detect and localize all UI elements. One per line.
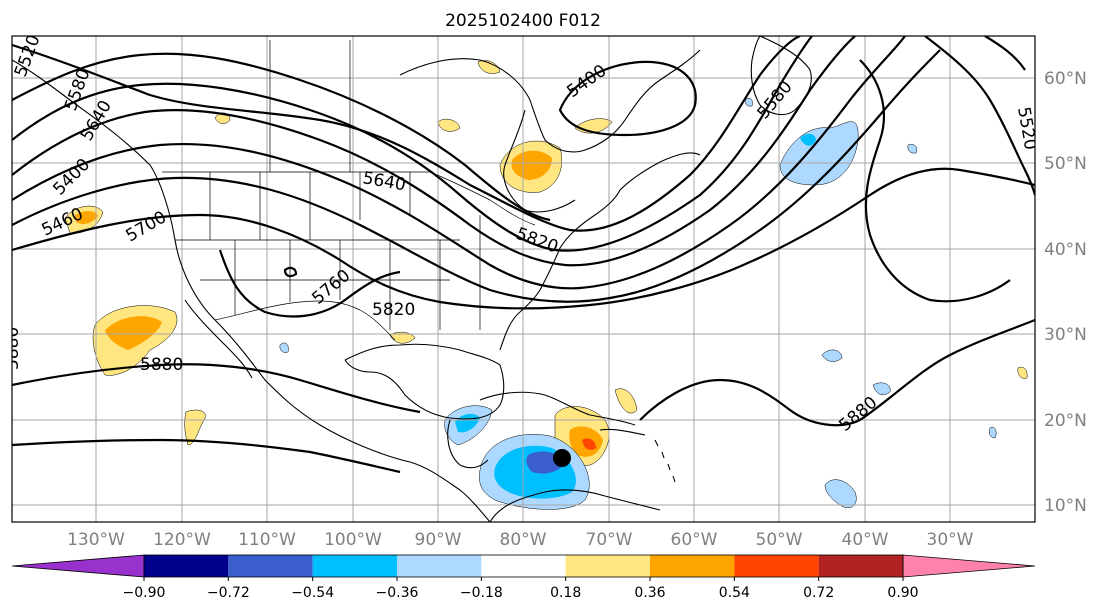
colorbar-tick-label: 0.72: [803, 585, 834, 601]
lon-label: 90°W: [415, 530, 462, 550]
contour-label: 5880: [140, 355, 183, 375]
colorbar-extend-min: [11, 554, 145, 578]
colorbar-tick-label: 0.90: [887, 585, 918, 601]
lon-label: 70°W: [586, 530, 633, 550]
lon-label: 120°W: [153, 530, 211, 550]
storm-center-marker: [553, 449, 571, 467]
colorbar-segment: [650, 555, 735, 577]
map-frame: [11, 35, 1036, 523]
colorbar-tick-label: −0.54: [291, 585, 334, 601]
colorbar-tick-label: 0.54: [719, 585, 750, 601]
colorbar-segment: [228, 555, 313, 577]
lon-label: 110°W: [238, 530, 296, 550]
colorbar-segment: [144, 555, 229, 577]
lon-label: 40°W: [842, 530, 889, 550]
lon-label: 130°W: [67, 530, 125, 550]
map-title: 2025102400 F012: [445, 11, 601, 31]
colorbar-segment: [818, 555, 903, 577]
lat-label: 30°N: [1044, 325, 1087, 345]
colorbar-segment: [397, 555, 482, 577]
colorbar-outline: [143, 554, 904, 578]
colorbar-tick-label: 0.36: [634, 585, 665, 601]
latitude-labels: 60°N 50°N 40°N 30°N 20°N 10°N: [1044, 69, 1087, 516]
colorbar-segment: [481, 555, 566, 577]
longitude-labels: 130°W 120°W 110°W 100°W 90°W 80°W 70°W 6…: [67, 530, 974, 550]
lat-label: 10°N: [1044, 496, 1087, 516]
lon-label: 100°W: [324, 530, 382, 550]
lon-label: 60°W: [671, 530, 718, 550]
borders: [162, 40, 536, 341]
colorbar-segment: [312, 555, 397, 577]
lat-label: 40°N: [1044, 240, 1087, 260]
lat-label: 50°N: [1044, 154, 1087, 174]
colorbar-tick-label: 0.18: [550, 585, 581, 601]
colorbar-segment: [565, 555, 650, 577]
colorbar: −0.90 −0.72 −0.54 −0.36 −0.18 0.18 0.36 0.54 0.7…: [11, 554, 1036, 601]
colorbar-tick-label: −0.18: [460, 585, 503, 601]
contour-label: 5820: [372, 300, 415, 320]
colorbar-tick-label: −0.36: [376, 585, 419, 601]
lat-label: 20°N: [1044, 411, 1087, 431]
height-contours: [12, 36, 1035, 474]
colorbar-segment: [734, 555, 819, 577]
lat-label: 60°N: [1044, 69, 1087, 89]
colorbar-extend-max: [902, 554, 1036, 578]
colorbar-tick-label: −0.72: [207, 585, 250, 601]
contour-label: 5880: [3, 327, 23, 370]
colorbar-tick-label: −0.90: [123, 585, 166, 601]
lon-label: 50°W: [756, 530, 803, 550]
lon-label: 30°W: [927, 530, 974, 550]
lon-label: 80°W: [500, 530, 547, 550]
